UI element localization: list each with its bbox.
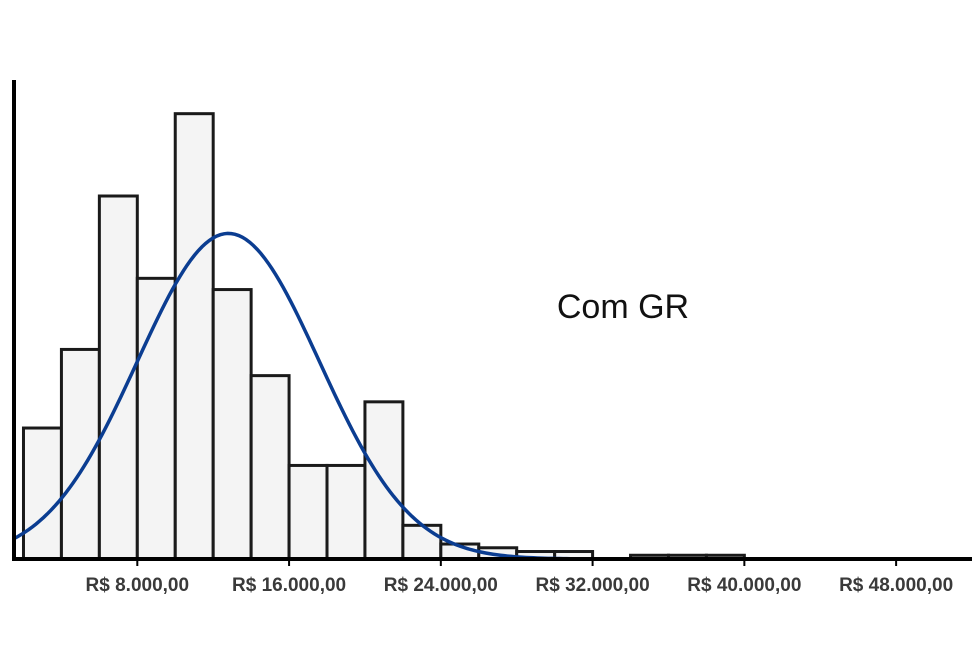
histogram-bar [249, 374, 291, 561]
histogram-bar [211, 288, 253, 561]
x-tick-label: R$ 32.000,00 [536, 575, 650, 596]
x-tick-label: R$ 8.000,00 [86, 575, 190, 596]
chart-annotation: Com GR [557, 288, 689, 326]
x-tick-label: R$ 24.000,00 [384, 575, 498, 596]
histogram-bar [21, 426, 63, 561]
histogram-bar [325, 463, 367, 561]
histogram-bar [287, 463, 329, 561]
x-tick-label: R$ 40.000,00 [687, 575, 801, 596]
x-axis-ticks [136, 559, 898, 566]
histogram-bar [401, 523, 443, 561]
histogram-bar [173, 112, 215, 561]
histogram-bar [59, 347, 101, 561]
x-tick-label: R$ 48.000,00 [839, 575, 953, 596]
histogram-bars [21, 112, 746, 561]
x-axis-tick-labels: R$ 8.000,00 R$ 16.000,00 R$ 24.000,00 R$ 32… [86, 575, 954, 596]
x-tick-label: R$ 16.000,00 [232, 575, 346, 596]
